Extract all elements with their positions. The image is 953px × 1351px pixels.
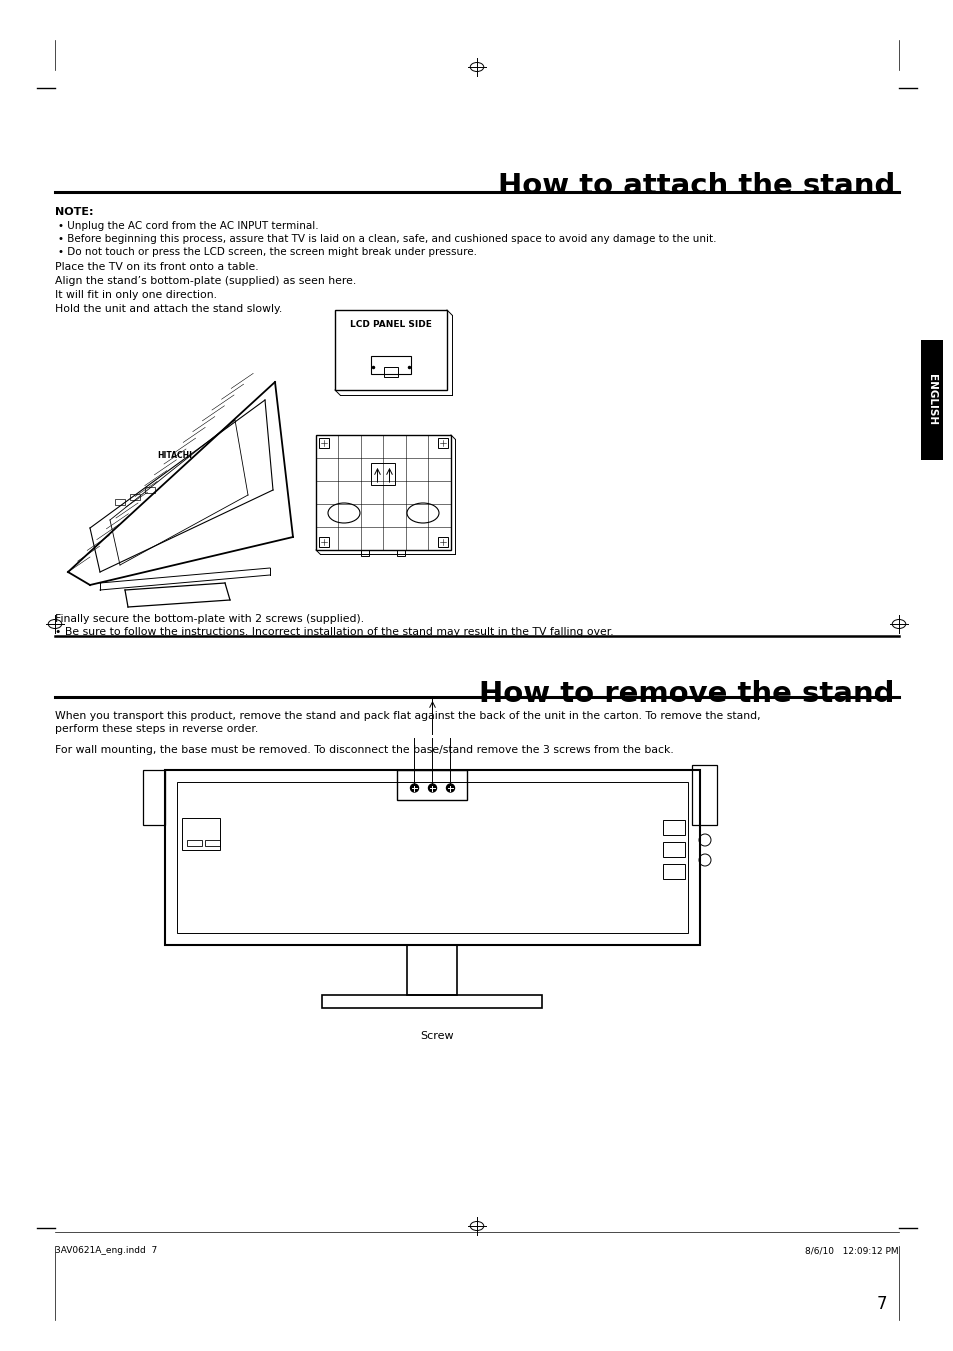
Bar — [407, 944, 457, 994]
Text: • Do not touch or press the LCD screen, the screen might break under pressure.: • Do not touch or press the LCD screen, … — [58, 247, 476, 257]
Text: NOTE:: NOTE: — [55, 207, 93, 218]
Bar — [437, 536, 448, 547]
Bar — [177, 782, 687, 934]
Bar — [115, 499, 125, 505]
Circle shape — [410, 784, 418, 792]
Bar — [130, 494, 140, 500]
Text: HITACHI: HITACHI — [157, 450, 193, 459]
Bar — [318, 536, 329, 547]
Text: Hold the unit and attach the stand slowly.: Hold the unit and attach the stand slowl… — [55, 304, 282, 313]
Text: perform these steps in reverse order.: perform these steps in reverse order. — [55, 724, 258, 734]
Text: When you transport this product, remove the stand and pack flat against the back: When you transport this product, remove … — [55, 711, 760, 721]
Text: How to attach the stand: How to attach the stand — [497, 172, 894, 200]
Text: LCD PANEL SIDE: LCD PANEL SIDE — [350, 320, 432, 330]
Text: For wall mounting, the base must be removed. To disconnect the base/stand remove: For wall mounting, the base must be remo… — [55, 744, 673, 755]
Bar — [662, 842, 684, 857]
Bar — [165, 770, 700, 944]
Bar — [920, 340, 942, 459]
Bar — [371, 357, 411, 374]
Text: Finally secure the bottom-plate with 2 screws (supplied).: Finally secure the bottom-plate with 2 s… — [55, 613, 364, 624]
Bar — [397, 550, 405, 557]
Text: 8/6/10   12:09:12 PM: 8/6/10 12:09:12 PM — [804, 1246, 898, 1255]
Bar — [361, 550, 369, 557]
Bar — [662, 865, 684, 880]
Bar — [691, 765, 717, 825]
Text: It will fit in only one direction.: It will fit in only one direction. — [55, 290, 216, 300]
Text: • Before beginning this process, assure that TV is laid on a clean, safe, and cu: • Before beginning this process, assure … — [58, 234, 716, 245]
Text: • Unplug the AC cord from the AC INPUT terminal.: • Unplug the AC cord from the AC INPUT t… — [58, 222, 318, 231]
Bar — [318, 438, 329, 449]
Circle shape — [446, 784, 454, 792]
Text: Align the stand’s bottom-plate (supplied) as seen here.: Align the stand’s bottom-plate (supplied… — [55, 276, 355, 286]
Bar — [371, 463, 395, 485]
Bar — [143, 770, 165, 825]
Text: Place the TV on its front onto a table.: Place the TV on its front onto a table. — [55, 262, 258, 272]
Bar — [145, 486, 154, 493]
Text: Screw: Screw — [420, 1031, 454, 1042]
Bar — [384, 367, 397, 377]
Bar — [205, 840, 220, 846]
Bar — [182, 817, 220, 850]
Text: ENGLISH: ENGLISH — [926, 374, 936, 426]
Bar — [397, 770, 467, 800]
Bar — [335, 309, 447, 390]
Text: • Be sure to follow the instructions. Incorrect installation of the stand may re: • Be sure to follow the instructions. In… — [55, 627, 613, 638]
Text: How to remove the stand: How to remove the stand — [479, 680, 894, 708]
Circle shape — [428, 784, 436, 792]
Bar — [437, 438, 448, 449]
Bar — [322, 994, 542, 1008]
Bar — [662, 820, 684, 835]
Bar — [187, 840, 202, 846]
Text: 7: 7 — [876, 1296, 886, 1313]
Text: 3AV0621A_eng.indd  7: 3AV0621A_eng.indd 7 — [55, 1246, 157, 1255]
Bar — [315, 435, 451, 550]
